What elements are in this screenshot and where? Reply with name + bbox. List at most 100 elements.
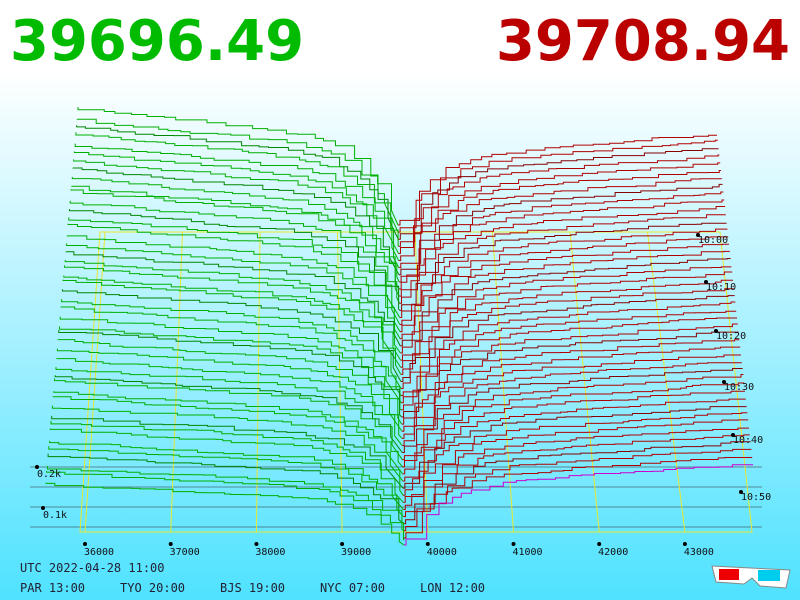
bid-depth-line <box>59 326 402 411</box>
ask-depth-line <box>401 346 741 432</box>
volume-tick <box>41 506 45 510</box>
ask-depth-line <box>402 382 745 468</box>
bid-depth-line <box>45 482 405 546</box>
time-label: 10:10 <box>706 282 736 293</box>
floor-grid-line <box>255 231 261 533</box>
ask-depth-line <box>399 243 729 333</box>
ask-depth-line <box>401 323 738 411</box>
zone-time: PAR 13:00 <box>20 581 85 595</box>
price-tick <box>682 542 687 546</box>
bid-depth-line <box>70 189 400 297</box>
time-label: 10:40 <box>733 435 763 446</box>
ask-depth-line <box>400 258 731 347</box>
bid-depth-line <box>54 378 403 460</box>
time-label: 10:30 <box>724 382 754 393</box>
price-label: 38000 <box>255 547 285 558</box>
bid-depth-line <box>56 348 403 432</box>
bid-depth-line <box>49 428 404 503</box>
time-label: 10:20 <box>716 331 746 342</box>
zone-time: TYO 20:00 <box>120 581 185 595</box>
bid-depth-line <box>53 391 403 468</box>
ask-depth-line <box>402 406 747 489</box>
price-tick <box>168 542 173 546</box>
ask-depth-line <box>399 236 729 326</box>
ask-depth-line <box>402 368 743 454</box>
ask-depth-line <box>399 222 727 311</box>
bid-depth-line <box>77 107 399 226</box>
bid-depth-line <box>67 223 401 325</box>
ask-depth-line <box>403 441 751 525</box>
ask-depth-line <box>402 374 744 461</box>
bid-depth-line <box>64 260 401 354</box>
ask-depth-line <box>399 228 728 318</box>
bid-depth-line <box>69 209 401 311</box>
bid-depth-line <box>50 420 404 496</box>
bid-depth-line <box>46 466 405 532</box>
bid-depth-line <box>63 275 402 368</box>
bid-depth-line <box>66 235 401 332</box>
ask-depth-line <box>403 434 750 518</box>
ask-depth-line <box>403 427 749 510</box>
ask-depth-line <box>398 170 721 262</box>
price-label: 43000 <box>684 547 714 558</box>
floor-grid-line <box>569 231 600 533</box>
ask-depth-line <box>402 398 746 482</box>
price-tick <box>254 542 259 546</box>
ask-depth-line <box>402 390 745 475</box>
price-tick <box>425 542 430 546</box>
bid-depth-line <box>71 176 400 283</box>
price-label: 41000 <box>512 547 542 558</box>
price-label: 37000 <box>170 547 200 558</box>
ask-depth-line <box>401 317 737 404</box>
bid-depth-line <box>73 159 400 268</box>
ask-depth-line <box>400 266 732 354</box>
ask-depth-line <box>401 310 737 397</box>
price-tick <box>340 542 345 546</box>
time-tick <box>731 433 735 437</box>
ask-depth-line <box>398 134 717 226</box>
time-label: 10:50 <box>741 492 771 503</box>
price-label: 40000 <box>427 547 457 558</box>
ask-depth-line <box>403 419 749 503</box>
zone-time: BJS 19:00 <box>220 581 285 595</box>
price-label: 39000 <box>341 547 371 558</box>
bid-depth-line <box>56 358 403 439</box>
bid-depth-line <box>66 243 401 340</box>
floor-grid-line <box>170 231 183 533</box>
bid-depth-line <box>57 339 403 425</box>
bid-depth-line <box>59 316 402 404</box>
bid-depth-line <box>51 405 404 482</box>
time-tick <box>704 280 708 284</box>
price-tick <box>511 542 516 546</box>
ask-depth-line <box>403 412 748 496</box>
bid-depth-line <box>71 185 400 290</box>
ask-depth-line <box>398 148 719 240</box>
ask-depth-line <box>399 206 725 297</box>
bid-depth-line <box>61 299 402 389</box>
bid-depth-line <box>46 470 405 541</box>
ask-depth-line <box>404 464 753 546</box>
ask-depth-line <box>403 448 752 532</box>
glasses-icon <box>711 565 791 589</box>
zone-time: LON 12:00 <box>420 581 485 595</box>
ask-depth-line <box>399 191 724 283</box>
bid-depth-line <box>47 453 404 525</box>
bid-depth-line <box>52 396 404 475</box>
time-tick <box>739 490 743 494</box>
bid-depth-line <box>55 367 403 446</box>
ask-depth-line <box>400 288 734 375</box>
price-tick <box>597 542 602 546</box>
axis-labels: 36000 37000 38000 39000 40000 41000 42000 43000… <box>35 233 771 558</box>
ask-depth-line <box>399 199 725 290</box>
bid-depth-line <box>48 446 404 517</box>
time-tick <box>696 233 700 237</box>
time-tick <box>722 380 726 384</box>
volume-label: 0.1k <box>43 510 67 521</box>
bid-depth-line <box>51 415 404 489</box>
ask-depth-line <box>400 279 733 368</box>
bid-depth-line <box>76 125 399 240</box>
bid-depth-line <box>60 306 402 396</box>
bid-depth-line <box>68 217 401 318</box>
